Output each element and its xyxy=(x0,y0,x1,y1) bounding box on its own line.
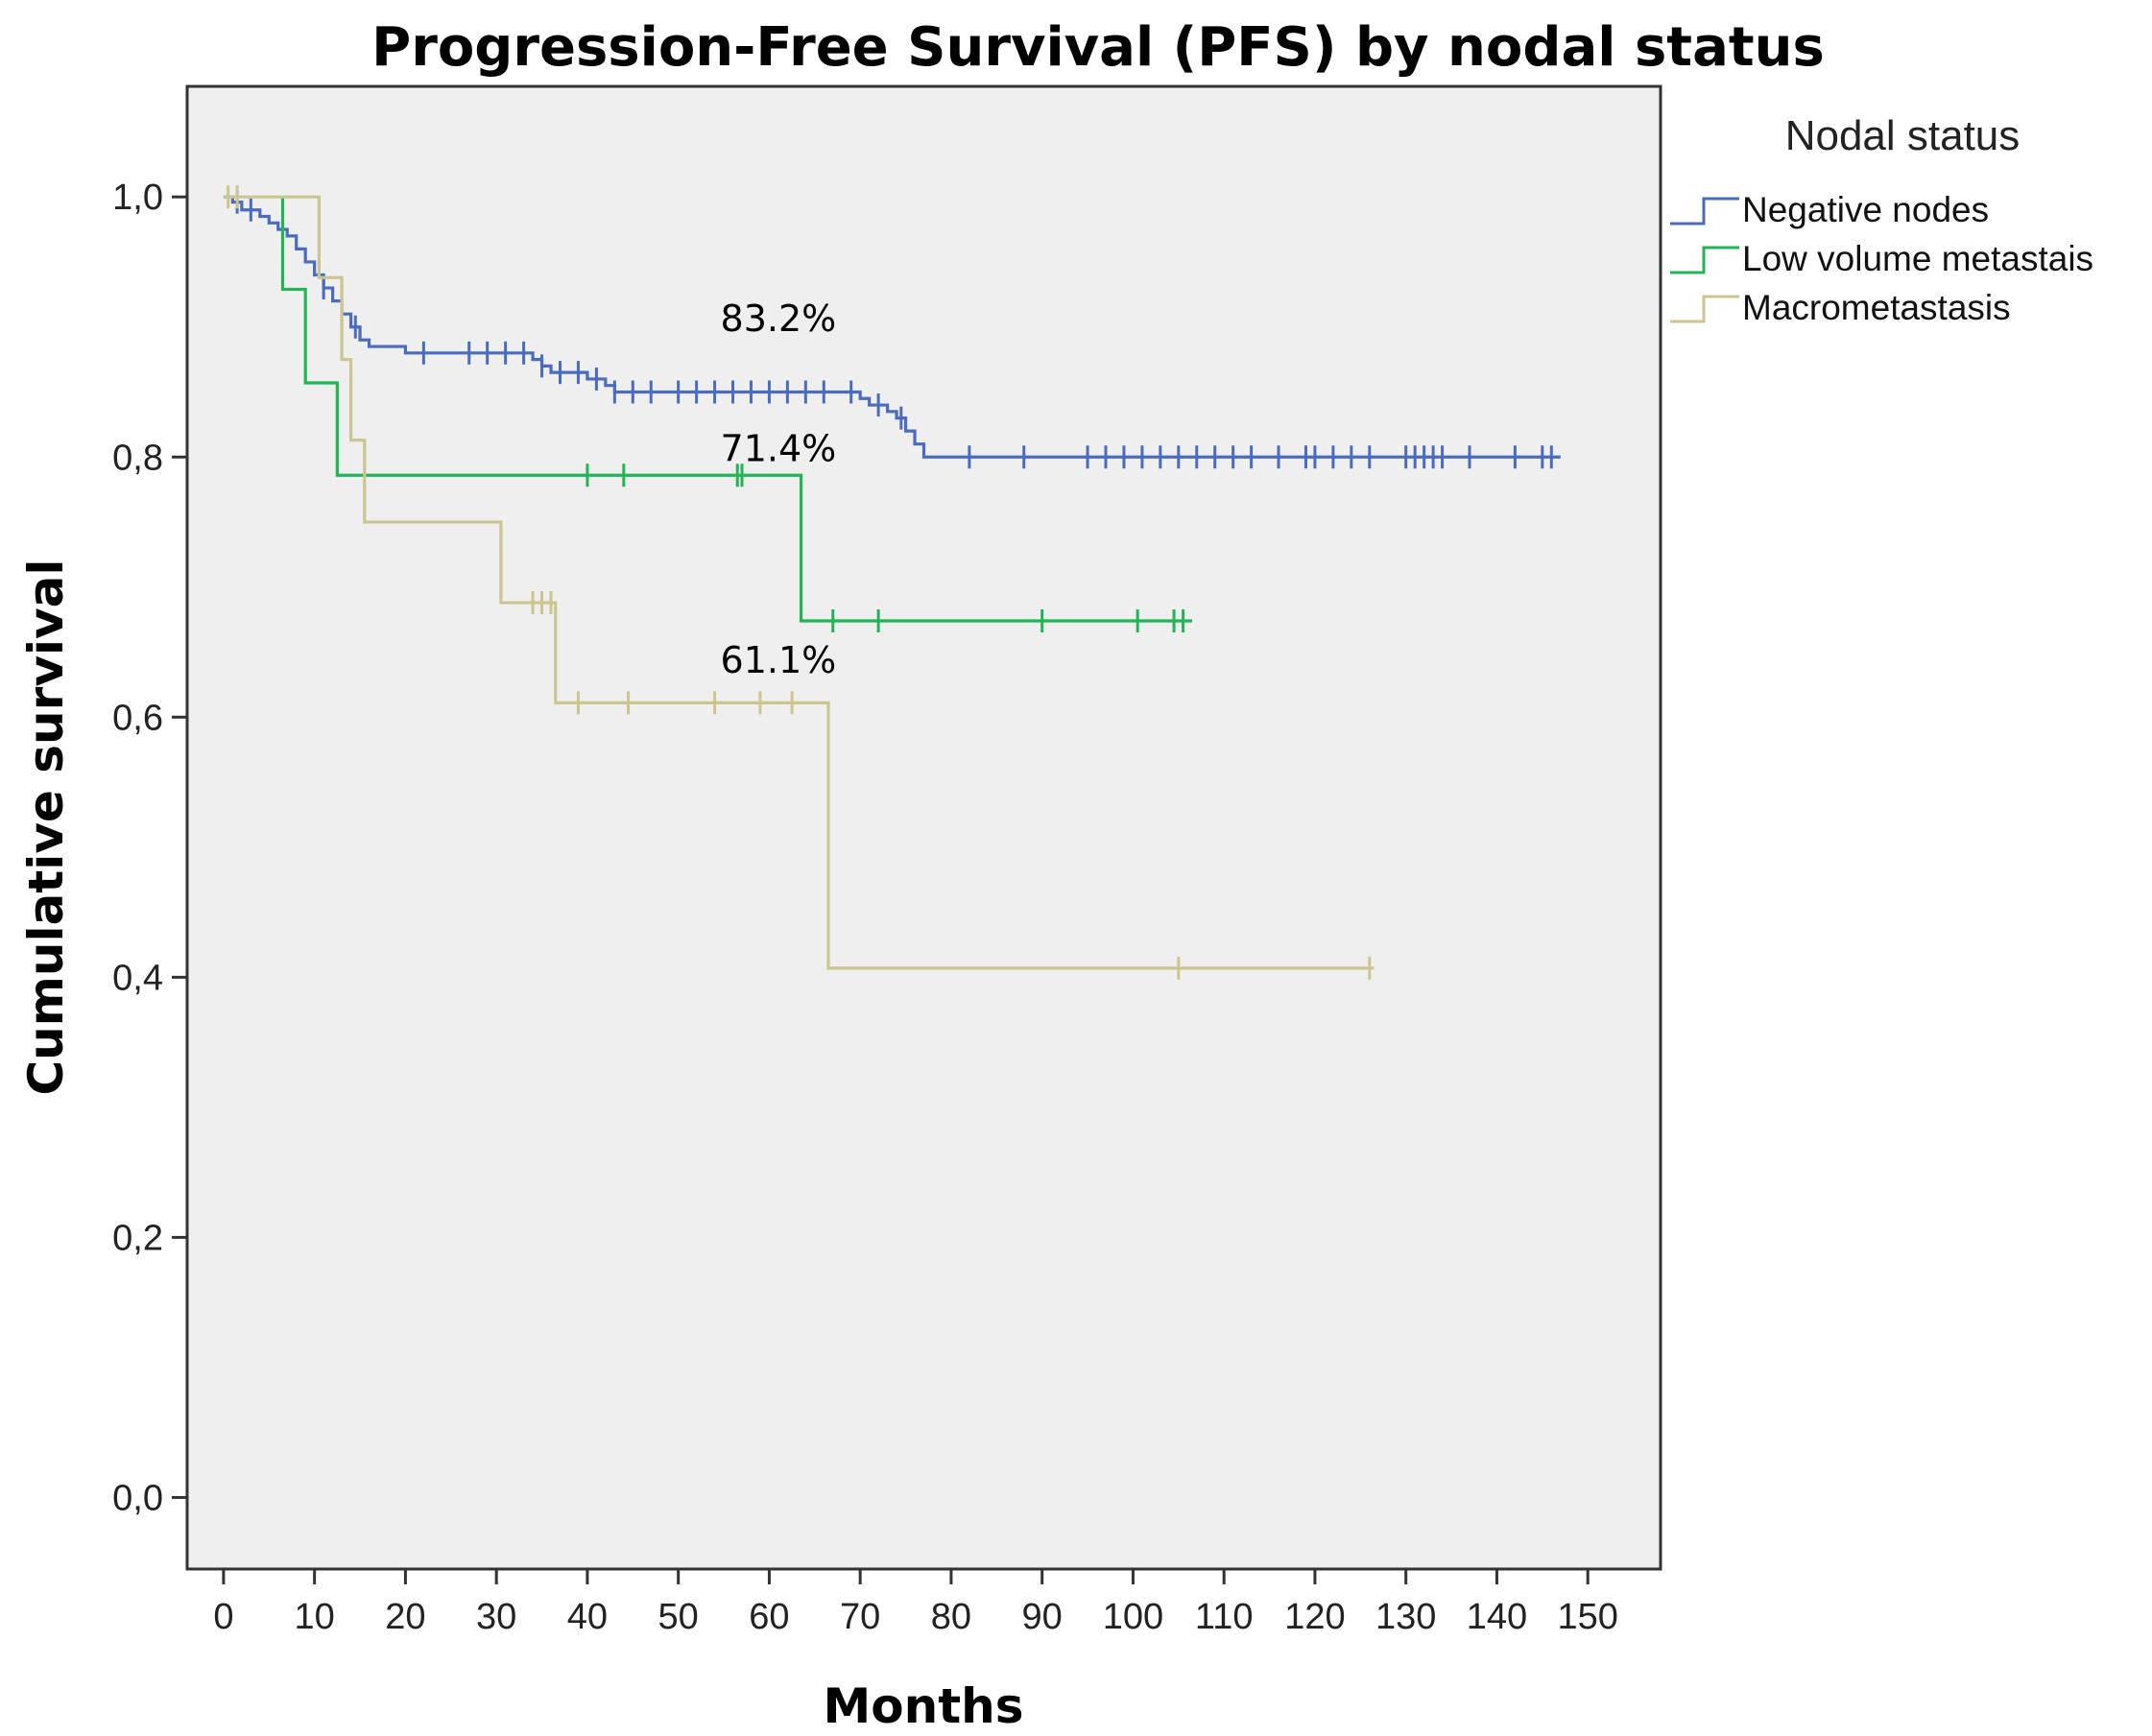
y-tick-label: 0,0 xyxy=(112,1478,163,1518)
y-tick-label: 1,0 xyxy=(112,178,163,218)
plot-area xyxy=(185,84,1662,1571)
x-axis-title: Months xyxy=(824,1678,1024,1734)
legend-swatch xyxy=(1670,246,1739,274)
x-tick-label: 150 xyxy=(1557,1597,1617,1637)
survival-curve xyxy=(223,195,1375,970)
survival-annotation: 83.2% xyxy=(721,297,837,340)
x-tick-label: 0 xyxy=(213,1597,233,1637)
x-tick-label: 40 xyxy=(567,1597,608,1637)
legend-label: Macrometastasis xyxy=(1742,288,2011,327)
x-axis: 0 10 20 30 40 50 60 70 80 90 100 110 120 130 140 150 xyxy=(213,1569,1618,1637)
y-tick-label: 0,6 xyxy=(112,698,163,738)
y-axis: 0,0 0,2 0,4 0,6 0,8 1,0 xyxy=(112,178,187,1518)
survival-curve xyxy=(223,195,1561,459)
legend-swatch xyxy=(1670,197,1739,226)
chart-title: Progression-Free Survival (PFS) by nodal… xyxy=(371,16,1825,79)
legend: Nodal status Negative nodes Low volume me… xyxy=(1670,112,2093,327)
y-tick-label: 0,2 xyxy=(112,1218,163,1258)
x-tick-label: 120 xyxy=(1284,1597,1345,1637)
x-tick-label: 60 xyxy=(749,1597,789,1637)
x-tick-label: 110 xyxy=(1195,1597,1254,1637)
series-3 xyxy=(223,185,1375,980)
legend-item: Macrometastasis xyxy=(1670,288,2011,327)
x-tick-label: 80 xyxy=(931,1597,971,1637)
x-tick-label: 10 xyxy=(295,1597,335,1637)
x-tick-label: 30 xyxy=(476,1597,516,1637)
survival-annotation: 61.1% xyxy=(721,639,837,681)
survival-curve xyxy=(280,197,1193,623)
legend-label: Negative nodes xyxy=(1742,190,1989,229)
legend-item: Negative nodes xyxy=(1670,190,1989,229)
y-tick-label: 0,8 xyxy=(112,438,163,478)
legend-label: Low volume metastais xyxy=(1742,239,2093,278)
x-tick-label: 90 xyxy=(1022,1597,1063,1637)
annotation-layer: 83.2% 71.4% 61.1% xyxy=(721,297,837,681)
legend-item: Low volume metastais xyxy=(1670,239,2093,278)
x-tick-label: 140 xyxy=(1467,1597,1527,1637)
x-tick-label: 70 xyxy=(840,1597,880,1637)
series-1 xyxy=(223,190,1561,469)
series-layer xyxy=(223,185,1561,980)
x-tick-label: 20 xyxy=(385,1597,425,1637)
legend-items: Negative nodes Low volume metastais Macrom… xyxy=(1670,190,2093,327)
y-tick-label: 0,4 xyxy=(112,958,163,998)
y-axis-title: Cumulative survival xyxy=(18,559,74,1095)
series-2 xyxy=(280,197,1193,633)
survival-annotation: 71.4% xyxy=(721,427,837,469)
legend-swatch xyxy=(1670,295,1739,323)
x-tick-label: 100 xyxy=(1103,1597,1163,1637)
x-tick-label: 50 xyxy=(658,1597,699,1637)
x-tick-label: 130 xyxy=(1375,1597,1436,1637)
legend-title: Nodal status xyxy=(1785,112,2020,159)
